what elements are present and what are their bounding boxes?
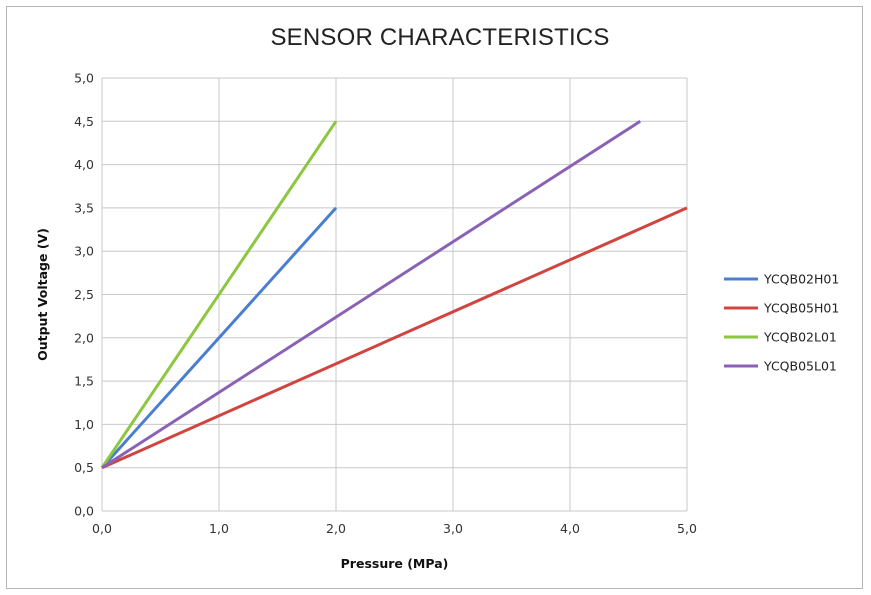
x-tick-labels: 0,0 1,0 2,0 3,0 4,0 5,0 bbox=[92, 521, 697, 536]
legend-label: YCQB05H01 bbox=[763, 301, 839, 316]
y-tick-label: 4,5 bbox=[74, 114, 94, 129]
x-axis-title: Pressure (MPa) bbox=[341, 556, 449, 571]
y-tick-labels: 0,0 0,5 1,0 1,5 2,0 2,5 3,0 3,5 4,0 4,5 5,0 bbox=[74, 71, 94, 519]
legend-label: YCQB02L01 bbox=[763, 330, 837, 345]
x-tick-label: 4,0 bbox=[560, 521, 580, 536]
x-tick-label: 1,0 bbox=[209, 521, 229, 536]
x-tick-label: 0,0 bbox=[92, 521, 112, 536]
chart-title: SENSOR CHARACTERISTICS bbox=[270, 24, 610, 51]
grid-lines bbox=[101, 77, 688, 512]
legend: YCQB02H01 YCQB05H01 YCQB02L01 YCQB05L01 bbox=[724, 272, 839, 374]
series-line-ycqb02l01 bbox=[100, 120, 338, 469]
series-lines bbox=[100, 120, 688, 470]
y-tick-label: 1,5 bbox=[74, 374, 94, 389]
y-tick-label: 2,0 bbox=[74, 330, 94, 345]
y-tick-label: 1,0 bbox=[74, 417, 94, 432]
x-tick-label: 2,0 bbox=[326, 521, 346, 536]
series-line-ycqb05l01 bbox=[101, 120, 642, 469]
y-tick-label: 0,0 bbox=[74, 504, 94, 519]
chart-frame bbox=[6, 6, 863, 589]
x-tick-label: 5,0 bbox=[677, 521, 697, 536]
y-tick-label: 3,5 bbox=[74, 200, 94, 215]
y-tick-label: 0,5 bbox=[74, 460, 94, 475]
y-tick-label: 4,0 bbox=[74, 157, 94, 172]
series-line-ycqb02h01 bbox=[100, 206, 338, 469]
y-axis-title: Output Voltage (V) bbox=[35, 228, 50, 361]
legend-label: YCQB05L01 bbox=[763, 359, 837, 374]
y-tick-label: 5,0 bbox=[74, 71, 94, 86]
series-line-ycqb05h01 bbox=[101, 206, 688, 470]
legend-label: YCQB02H01 bbox=[763, 272, 839, 287]
y-tick-label: 3,0 bbox=[74, 244, 94, 259]
y-tick-label: 2,5 bbox=[74, 287, 94, 302]
x-tick-label: 3,0 bbox=[443, 521, 463, 536]
